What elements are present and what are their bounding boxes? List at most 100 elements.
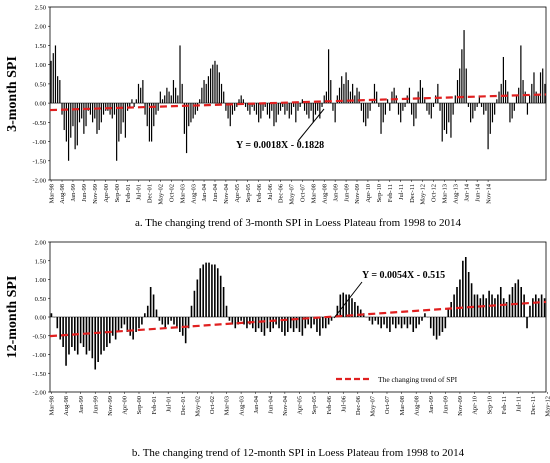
spi-bar bbox=[258, 103, 260, 123]
spi-bar bbox=[334, 103, 336, 123]
legend-label: The changing trend of SPI bbox=[378, 375, 458, 384]
spi-bar bbox=[507, 91, 509, 104]
spi-bar bbox=[240, 317, 242, 321]
x-tick-label: Jul-11 bbox=[515, 396, 522, 412]
spi-bar bbox=[439, 103, 441, 111]
y-tick-label: 1.50 bbox=[35, 43, 46, 50]
spi-bar bbox=[397, 103, 400, 115]
spi-bar bbox=[62, 317, 64, 347]
x-tick-label: May-02 bbox=[158, 184, 165, 205]
x-tick-label: Aug-03 bbox=[190, 184, 197, 204]
spi-bar bbox=[292, 317, 295, 332]
y-tick-label: -2.00 bbox=[32, 390, 46, 397]
spi-bar bbox=[485, 103, 487, 111]
spi-bar bbox=[263, 317, 266, 336]
spi-bar bbox=[502, 56, 504, 104]
spi-bar bbox=[324, 317, 327, 329]
spi-bar bbox=[105, 103, 107, 111]
spi-bar bbox=[131, 99, 133, 104]
x-tick-label: Jul-01 bbox=[165, 396, 172, 412]
spi-bar bbox=[103, 317, 105, 351]
spi-bar bbox=[246, 317, 248, 329]
spi-bar bbox=[411, 103, 413, 115]
spi-bar bbox=[72, 103, 74, 127]
spi-bar bbox=[255, 103, 258, 115]
spi-bar bbox=[207, 76, 210, 104]
spi-bar bbox=[138, 317, 140, 329]
spi-bar bbox=[277, 103, 279, 115]
spi-bar bbox=[336, 305, 339, 317]
spi-bar bbox=[360, 103, 362, 111]
spi-bar bbox=[310, 103, 312, 111]
x-tick-label: Nov-14 bbox=[485, 183, 492, 204]
spi-bar bbox=[367, 103, 369, 119]
spi-bar bbox=[532, 298, 534, 317]
spi-bar bbox=[465, 68, 467, 104]
spi-bar bbox=[70, 103, 72, 138]
spi-bar bbox=[426, 103, 428, 111]
spi-bar bbox=[529, 95, 531, 104]
spi-bar bbox=[144, 313, 146, 317]
spi-bar bbox=[228, 317, 231, 321]
spi-bar bbox=[148, 103, 151, 142]
spi-bar bbox=[452, 103, 454, 115]
x-tick-label: Mar-08 bbox=[399, 396, 406, 415]
spi-bar bbox=[142, 80, 144, 104]
y-tick-label: 0.00 bbox=[35, 101, 46, 108]
spi-bar bbox=[240, 95, 242, 104]
spi-bar bbox=[376, 91, 378, 104]
spi-bar bbox=[345, 294, 347, 317]
spi-bar bbox=[79, 317, 82, 344]
x-tick-label: Nov-99 bbox=[107, 396, 114, 416]
spi-bar bbox=[537, 298, 540, 317]
spi-bar bbox=[289, 317, 292, 329]
spi-bar bbox=[435, 95, 437, 104]
spi-bar bbox=[409, 317, 412, 325]
spi-bar bbox=[332, 103, 334, 111]
spi-bar bbox=[282, 103, 284, 107]
spi-bar bbox=[81, 103, 83, 119]
spi-bar bbox=[116, 103, 118, 161]
spi-bar bbox=[494, 103, 496, 115]
spi-bar bbox=[132, 317, 134, 340]
y-tick-label: -1.00 bbox=[32, 352, 46, 359]
spi-bar bbox=[113, 103, 116, 115]
spi-bar bbox=[193, 290, 196, 317]
x-tick-label: Mar-03 bbox=[179, 184, 186, 203]
spi-bar bbox=[183, 103, 185, 134]
spi-bar bbox=[316, 317, 318, 332]
spi-bar bbox=[153, 103, 155, 127]
spi-bar bbox=[542, 68, 544, 104]
spi-bar bbox=[438, 317, 441, 336]
x-tick-label: Jun-99 bbox=[92, 396, 99, 414]
spi-bar bbox=[415, 103, 417, 119]
trend-equation: Y = 0.0018X - 0.1828 bbox=[236, 140, 324, 151]
spi-bar bbox=[52, 53, 54, 104]
spi-bar bbox=[253, 103, 255, 111]
x-tick-label: Aug-08 bbox=[413, 396, 420, 416]
spi-bar bbox=[238, 99, 240, 104]
spi-bar bbox=[314, 103, 317, 115]
spi-bar bbox=[172, 80, 175, 104]
x-tick-label: Jan-14 bbox=[463, 183, 470, 201]
spi-bar bbox=[59, 317, 62, 340]
bar-series bbox=[50, 257, 546, 370]
spi-bar bbox=[489, 103, 491, 134]
spi-bar bbox=[502, 298, 505, 317]
x-tick-label: Oct-07 bbox=[384, 395, 391, 414]
spi-bar bbox=[480, 103, 483, 107]
spi-bar bbox=[508, 294, 511, 317]
spi-bar bbox=[419, 80, 421, 104]
spi-bar bbox=[373, 83, 376, 104]
spi-bar bbox=[236, 103, 238, 107]
spi-bar bbox=[461, 49, 463, 104]
y-tick-label: 0.50 bbox=[35, 296, 46, 303]
y-tick-label: -0.50 bbox=[32, 333, 46, 340]
spi-bar bbox=[152, 294, 155, 317]
spi-bar bbox=[181, 83, 183, 104]
spi-bar bbox=[392, 317, 394, 325]
spi-bar bbox=[476, 103, 478, 107]
spi-bar bbox=[205, 262, 207, 317]
spi-bar bbox=[89, 103, 92, 115]
spi-bar bbox=[500, 83, 502, 104]
